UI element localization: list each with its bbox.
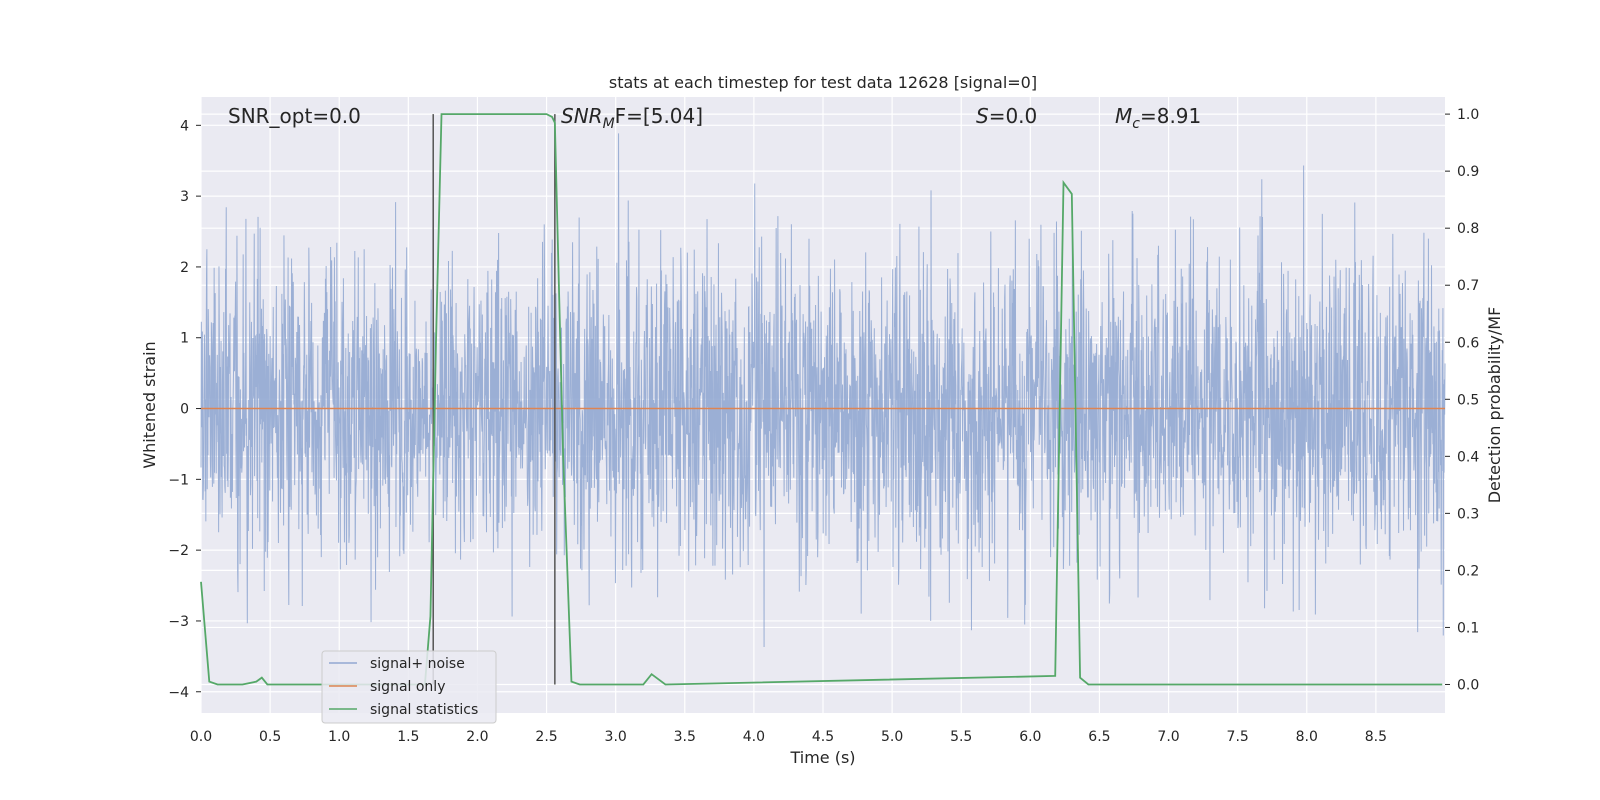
signal-noise-line — [200, 133, 1446, 648]
annotation-snr-mf-main: SNR — [561, 104, 603, 128]
y-right-tick-label: 0.4 — [1457, 449, 1479, 465]
x-tick-label: 3.5 — [674, 729, 696, 745]
y-tick-label: 3 — [180, 189, 189, 205]
x-tick-label: 5.0 — [881, 729, 903, 745]
y-right-tick-label: 0.9 — [1457, 164, 1479, 180]
chart-title: stats at each timestep for test data 126… — [609, 73, 1037, 92]
annotation-mc-rest: =8.91 — [1140, 104, 1201, 128]
legend: signal+ noise signal only signal statist… — [321, 650, 497, 724]
annotation-snr-mf: SNRMF=[5.04] — [561, 104, 703, 132]
annotation-s-main: S — [976, 104, 989, 128]
series-signal-statistics — [200, 113, 1443, 686]
x-tick-labels: 0.0 0.5 1.0 1.5 2.0 2.5 3.0 3.5 4.0 4.5 5.0 5.5 6.0 6… — [190, 729, 1387, 745]
x-tick-label: 2.5 — [535, 729, 557, 745]
x-tick-label: 8.5 — [1365, 729, 1387, 745]
y-tick-label: 0 — [180, 402, 189, 418]
x-tick-label: 3.0 — [605, 729, 627, 745]
y-right-tick-labels: 1.0 0.9 0.8 0.7 0.6 0.5 0.4 0.3 0.2 0.1 0.0 — [1445, 107, 1479, 693]
y-tick-label: 2 — [180, 260, 189, 276]
legend-label-signal-noise: signal+ noise — [370, 656, 465, 672]
x-tick-label: 7.0 — [1157, 729, 1179, 745]
series-signal-noise — [200, 133, 1446, 648]
x-tick-label: 8.0 — [1296, 729, 1318, 745]
y-right-tick-label: 0.2 — [1457, 563, 1479, 579]
y-right-tick-label: 0.7 — [1457, 278, 1479, 294]
y-right-tick-label: 0.3 — [1457, 506, 1479, 522]
annotation-snr-mf-sub: M — [603, 116, 615, 132]
y-right-tick-label: 0.1 — [1457, 620, 1479, 636]
y-tick-label: −2 — [168, 543, 189, 559]
annotation-s: S=0.0 — [976, 104, 1037, 128]
y-right-tick-label: 1.0 — [1457, 107, 1479, 123]
annotation-snr-opt: SNR_opt=0.0 — [228, 104, 361, 128]
y-tick-label: −1 — [168, 472, 189, 488]
annotation-snr-mf-rest: F=[5.04] — [615, 104, 703, 128]
x-tick-label: 6.0 — [1019, 729, 1041, 745]
annotation-mc: Mc=8.91 — [1115, 104, 1201, 132]
x-tick-label: 0.5 — [259, 729, 281, 745]
x-axis-label: Time (s) — [789, 748, 855, 767]
annotation-mc-main: M — [1115, 104, 1132, 128]
vertical-markers — [432, 114, 556, 685]
x-tick-label: 7.5 — [1227, 729, 1249, 745]
y-right-tick-label: 0.6 — [1457, 335, 1479, 351]
x-tick-label: 0.0 — [190, 729, 212, 745]
annotation-s-rest: =0.0 — [989, 104, 1038, 128]
y-right-axis-label: Detection probability/MF — [1485, 307, 1504, 504]
legend-box — [321, 650, 497, 724]
y-right-tick-label: 0.0 — [1457, 677, 1479, 693]
x-tick-label: 4.0 — [743, 729, 765, 745]
y-right-tick-label: 0.5 — [1457, 392, 1479, 408]
legend-label-signal-only: signal only — [370, 679, 445, 695]
y-tick-labels: 4 3 2 1 0 −1 −2 −3 −4 — [168, 118, 201, 701]
y-tick-label: 4 — [180, 118, 189, 134]
y-tick-label: −4 — [168, 685, 189, 701]
y-tick-label: −3 — [168, 614, 189, 630]
annotation-mc-sub: c — [1132, 116, 1140, 132]
x-tick-label: 1.5 — [397, 729, 419, 745]
y-right-tick-label: 0.8 — [1457, 221, 1479, 237]
x-tick-label: 4.5 — [812, 729, 834, 745]
y-tick-label: 1 — [180, 331, 189, 347]
x-tick-label: 6.5 — [1088, 729, 1110, 745]
y-axis-label: Whitened strain — [140, 341, 159, 468]
legend-label-signal-statistics: signal statistics — [370, 702, 478, 718]
x-tick-label: 1.0 — [328, 729, 350, 745]
signal-statistics-line — [200, 113, 1443, 686]
x-tick-label: 2.0 — [466, 729, 488, 745]
x-tick-label: 5.5 — [950, 729, 972, 745]
